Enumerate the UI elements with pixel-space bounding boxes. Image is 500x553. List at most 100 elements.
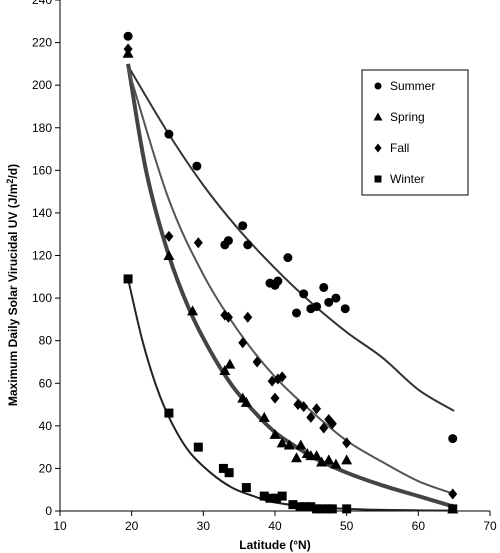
- x-tick-label: 10: [53, 519, 67, 533]
- fall-point: [327, 418, 337, 430]
- winter-point: [193, 442, 203, 452]
- fall-point: [243, 311, 253, 323]
- y-tick-label: 0: [45, 504, 52, 518]
- y-tick-label: 40: [39, 419, 53, 433]
- spring-point: [341, 454, 353, 465]
- curve-spring: [126, 63, 455, 509]
- y-tick-label: 220: [32, 36, 52, 50]
- winter-point: [306, 502, 316, 512]
- spring-point: [295, 439, 307, 450]
- winter-point: [448, 504, 458, 514]
- x-tick-label: 40: [268, 519, 282, 533]
- spring-point: [240, 396, 252, 407]
- summer-point: [223, 236, 233, 246]
- summer-point: [273, 276, 283, 286]
- winter-point: [259, 491, 269, 501]
- summer-point: [238, 221, 248, 231]
- winter-point: [265, 493, 275, 503]
- legend: Summer Spring Fall Winter: [361, 69, 469, 196]
- y-tick-label: 20: [39, 461, 53, 475]
- fall-point: [252, 356, 262, 368]
- legend-label-fall: Fall: [390, 141, 409, 155]
- summer-point: [340, 304, 350, 314]
- fall-point: [123, 43, 133, 55]
- summer-point: [312, 302, 322, 312]
- legend-marker-spring: [373, 112, 383, 121]
- winter-point: [218, 463, 228, 473]
- winter-point: [288, 500, 298, 510]
- winter-point: [164, 408, 174, 418]
- legend-marker-fall: [374, 143, 382, 153]
- y-tick-label: 160: [32, 163, 52, 177]
- y-tick-label: 200: [32, 78, 52, 92]
- summer-point: [331, 293, 341, 303]
- x-axis-label: Latitude (°N): [239, 538, 310, 552]
- spring-point: [258, 411, 270, 422]
- legend-box: [361, 69, 469, 196]
- x-tick-label: 70: [483, 519, 497, 533]
- y-tick-label: 240: [32, 0, 52, 7]
- summer-point: [192, 161, 202, 171]
- winter-point: [224, 468, 234, 478]
- winter-point: [123, 274, 133, 284]
- spring-point: [276, 437, 288, 448]
- fall-point: [238, 337, 248, 349]
- spring-point: [219, 364, 231, 375]
- spring-point: [291, 452, 302, 463]
- fall-point: [319, 422, 329, 434]
- y-tick-label: 120: [32, 249, 52, 263]
- spring-point: [187, 305, 199, 316]
- spring-point: [283, 439, 295, 450]
- summer-point: [164, 129, 174, 139]
- curve-winter: [127, 278, 455, 512]
- y-axis-label: Maximum Daily Solar Virucidal UV (J/m2/d…: [5, 164, 20, 406]
- fall-point: [223, 311, 233, 323]
- fall-point: [164, 230, 174, 242]
- y-tick-label: 80: [39, 334, 53, 348]
- y-tick-label: 180: [32, 121, 52, 135]
- summer-point: [319, 282, 329, 292]
- winter-point: [312, 504, 322, 514]
- winter-point: [342, 504, 352, 514]
- summer-point: [283, 253, 293, 263]
- axes: 10 20 30 40 50 60 70 0 20 40 60 80 100 120 140 160 180 20…: [32, 0, 497, 533]
- legend-marker-winter: [374, 175, 382, 183]
- winter-point: [301, 502, 311, 512]
- spring-point: [163, 250, 175, 260]
- legend-marker-summer: [374, 82, 382, 90]
- legend-label-winter: Winter: [390, 172, 425, 186]
- spring-point: [330, 458, 342, 469]
- fall-point: [270, 392, 280, 404]
- winter-point: [317, 504, 327, 514]
- spring-point: [323, 454, 335, 465]
- fall-point: [299, 401, 309, 413]
- x-tick-label: 30: [197, 519, 211, 533]
- fall-point: [193, 237, 203, 249]
- winter-point: [327, 504, 337, 514]
- summer-point: [324, 297, 334, 307]
- fall-point: [342, 437, 352, 449]
- fall-point: [448, 488, 458, 500]
- summer-point: [123, 31, 133, 41]
- summer-point: [292, 308, 301, 318]
- winter-point: [277, 491, 287, 501]
- y-tick-label: 100: [32, 291, 52, 305]
- fall-point: [312, 403, 322, 415]
- curve-summer: [127, 65, 455, 412]
- fall-point: [306, 411, 316, 423]
- x-tick-label: 60: [412, 519, 426, 533]
- legend-label-summer: Summer: [390, 79, 435, 93]
- legend-label-spring: Spring: [390, 110, 425, 124]
- winter-point: [295, 502, 305, 512]
- x-tick-label: 50: [340, 519, 354, 533]
- x-tick-label: 20: [125, 519, 139, 533]
- y-tick-label: 60: [39, 376, 53, 390]
- fall-point: [277, 371, 287, 383]
- spring-point: [311, 450, 323, 461]
- winter-point: [241, 483, 251, 493]
- summer-point: [299, 289, 309, 299]
- y-tick-label: 140: [32, 206, 52, 220]
- summer-point: [448, 434, 458, 444]
- data-points: [122, 31, 459, 514]
